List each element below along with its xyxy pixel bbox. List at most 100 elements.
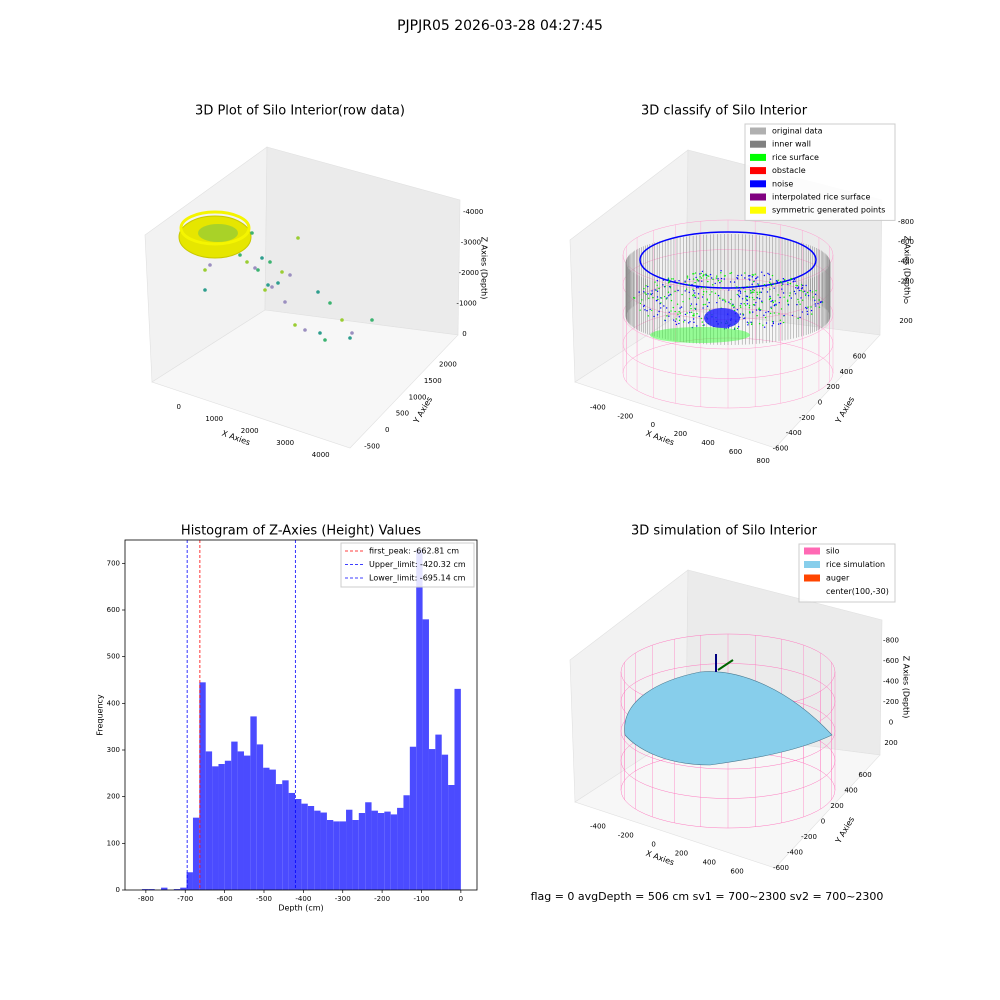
x-axis-label: X Axies [645, 429, 676, 448]
point [697, 297, 700, 299]
point [746, 321, 749, 323]
point [350, 331, 354, 335]
point [820, 301, 822, 304]
legend-label: first_peak: -662.81 cm [369, 547, 459, 556]
point [812, 296, 814, 298]
bar [224, 760, 232, 890]
point [743, 287, 745, 289]
bar [448, 785, 455, 890]
point [688, 298, 691, 300]
legend-label: Upper_limit: -420.32 cm [369, 560, 466, 569]
point [256, 268, 260, 272]
point [783, 296, 785, 298]
point [665, 307, 668, 309]
y-tick-label: 200 [107, 793, 120, 801]
point [791, 314, 794, 317]
point [738, 296, 741, 298]
point [751, 291, 754, 293]
point [649, 293, 652, 295]
point [693, 321, 695, 324]
point [770, 300, 772, 303]
point [793, 290, 796, 293]
x-tick-label: 400 [703, 859, 716, 867]
point [797, 317, 799, 320]
y-tick-label: 500 [107, 653, 120, 661]
x-tick-label: -400 [590, 823, 606, 831]
legend-label: original data [772, 127, 823, 136]
z-tick-label: -600 [883, 657, 899, 665]
point [651, 292, 653, 295]
point [652, 296, 654, 299]
point [709, 273, 712, 276]
point [736, 286, 738, 288]
point [733, 306, 735, 308]
point [702, 324, 704, 327]
x-tick-label: -200 [374, 895, 390, 903]
x-tick-label: -400 [590, 403, 606, 411]
x-tick-label: -200 [618, 832, 634, 840]
point [731, 305, 733, 307]
point [737, 274, 739, 277]
legend-swatch [804, 588, 820, 595]
point [697, 280, 699, 282]
point [804, 294, 807, 297]
point [720, 270, 722, 272]
point [757, 276, 759, 278]
bar [333, 821, 340, 890]
point [706, 305, 709, 308]
point [651, 290, 653, 292]
point [769, 288, 771, 290]
point [651, 309, 653, 312]
point [316, 290, 320, 294]
point [752, 274, 755, 276]
point [744, 277, 746, 279]
point [770, 284, 773, 287]
y-tick-label: -600 [773, 864, 789, 872]
point [780, 308, 783, 310]
x-axis-label: X Axies [645, 849, 676, 868]
point [694, 307, 696, 310]
point [788, 295, 791, 297]
point [800, 284, 803, 286]
point [818, 306, 821, 308]
point [761, 300, 763, 302]
point [744, 290, 746, 293]
point [716, 301, 718, 304]
point [752, 280, 755, 283]
point [689, 320, 691, 323]
point [755, 301, 757, 304]
z-tick-label: 200 [899, 317, 912, 325]
point [793, 278, 796, 281]
point [662, 284, 664, 286]
bar [282, 780, 289, 890]
point [739, 290, 742, 293]
point [770, 307, 773, 310]
bar [218, 764, 225, 890]
point [781, 288, 783, 290]
rice-surface [624, 671, 833, 766]
point [715, 277, 718, 279]
point [705, 274, 707, 276]
point [760, 291, 763, 294]
bar [250, 716, 257, 890]
point [815, 290, 817, 292]
point [749, 279, 751, 281]
pane [574, 309, 881, 449]
point [814, 293, 817, 296]
point [717, 280, 720, 282]
point [740, 306, 742, 309]
point [667, 282, 670, 284]
point [753, 289, 755, 292]
y-tick-label: 0 [818, 399, 822, 407]
x-tick-label: 2000 [241, 427, 259, 435]
point [678, 319, 681, 322]
point [694, 292, 696, 294]
x-tick-label: 4000 [312, 451, 330, 459]
legend-label: interpolated rice surface [772, 193, 870, 202]
point [711, 284, 714, 286]
bar [186, 872, 193, 890]
bar [231, 741, 238, 890]
point [761, 301, 763, 304]
chart-title: Histogram of Z-Axies (Height) Values [181, 524, 421, 539]
bar [180, 887, 187, 890]
